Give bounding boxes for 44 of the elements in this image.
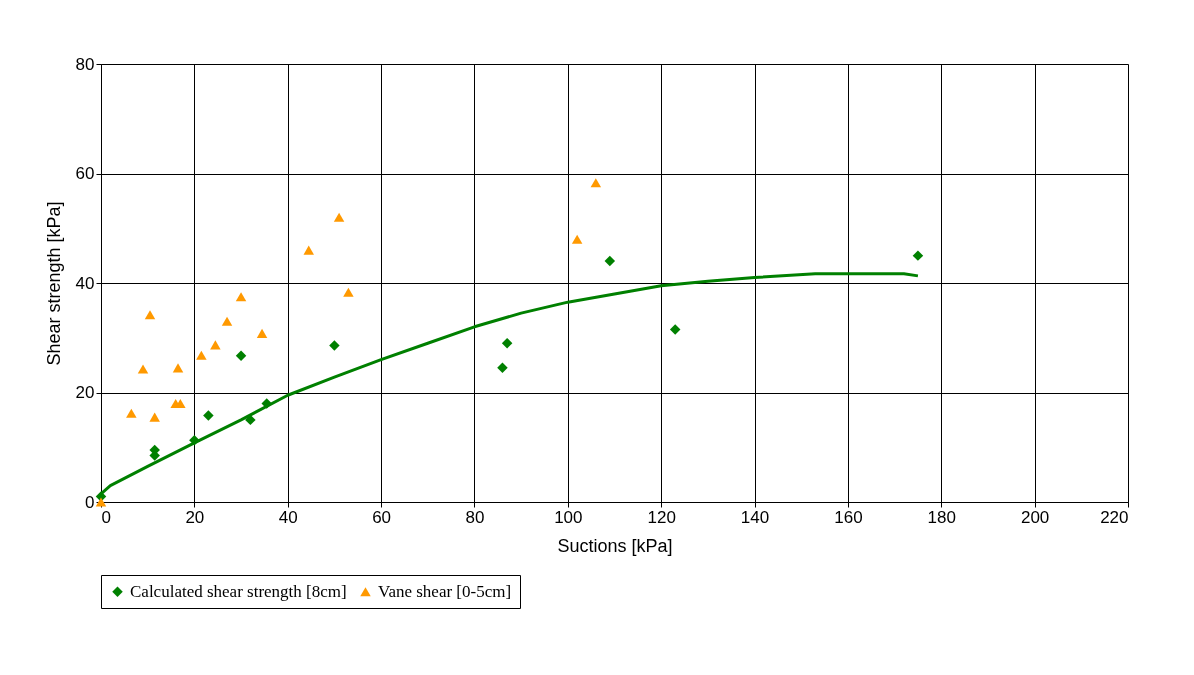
point [329, 340, 340, 351]
point [604, 255, 616, 267]
point [203, 410, 214, 421]
point [172, 363, 184, 373]
point [221, 316, 233, 326]
point [149, 412, 160, 422]
point [196, 350, 207, 360]
y-tick-label: 80 [75, 54, 95, 74]
y-tick-label: 40 [75, 273, 95, 293]
x-tick-label: 60 [372, 507, 392, 527]
point [669, 324, 681, 335]
x-tick-label: 100 [554, 507, 583, 527]
point [501, 337, 513, 349]
x-tick-label: 220 [1100, 507, 1129, 527]
x-axis-title: Suctions [kPa] [557, 535, 673, 556]
x-tick-label: 40 [278, 507, 298, 527]
x-tick-label: 0 [101, 507, 111, 527]
legend-label: Calculated shear strength [8cm] [130, 581, 347, 601]
y-tick-label: 0 [85, 492, 95, 512]
point [497, 362, 508, 374]
x-tick-label: 140 [740, 507, 770, 527]
y-axis-title: Shear strength [kPa] [43, 201, 64, 366]
x-tick-label: 180 [927, 507, 956, 527]
y-tick-label: 60 [75, 164, 95, 183]
point [235, 350, 247, 362]
point [333, 212, 345, 222]
point [256, 328, 268, 338]
x-tick-label: 80 [465, 507, 485, 527]
point [144, 310, 156, 320]
point [235, 292, 247, 302]
point [590, 178, 602, 188]
x-tick-label: 160 [834, 507, 863, 527]
point [912, 250, 924, 261]
point [137, 364, 149, 374]
x-tick-label: 20 [185, 507, 205, 527]
point [303, 245, 314, 255]
legend-label: Vane shear [0-5cm] [378, 581, 512, 601]
point [343, 287, 354, 297]
y-tick-label: 20 [75, 383, 95, 402]
point [126, 408, 137, 418]
point [571, 234, 583, 244]
x-tick-label: 200 [1020, 507, 1050, 527]
point [95, 497, 107, 507]
x-tick-label: 120 [647, 507, 676, 527]
